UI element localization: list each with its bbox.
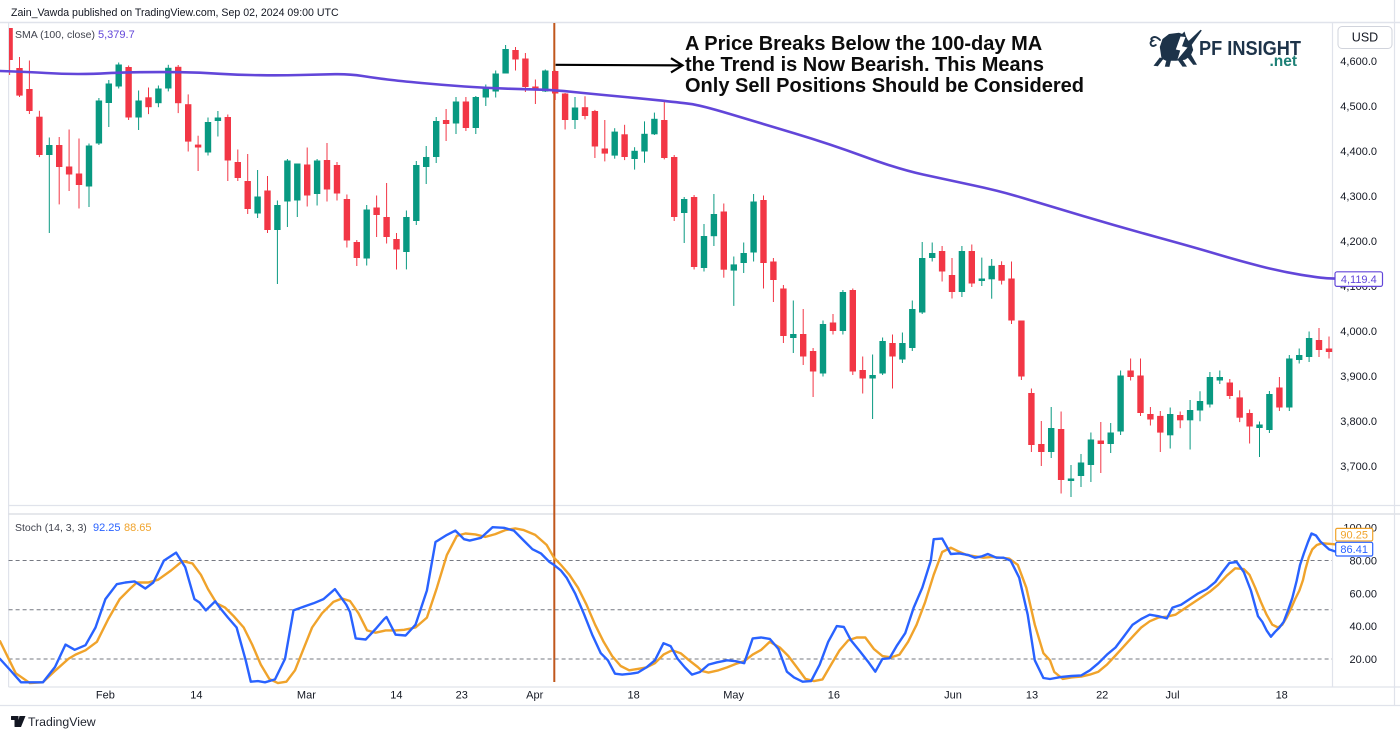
svg-text:14: 14	[190, 690, 202, 702]
svg-text:5,379.7: 5,379.7	[98, 29, 135, 41]
svg-text:4,300.0: 4,300.0	[1340, 191, 1377, 203]
svg-text:4,119.4: 4,119.4	[1341, 274, 1377, 286]
svg-text:16: 16	[828, 690, 840, 702]
svg-text:4,000.0: 4,000.0	[1340, 326, 1377, 338]
svg-text:May: May	[723, 690, 744, 702]
svg-text:SMA (100, close): SMA (100, close)	[15, 29, 95, 41]
svg-text:80.00: 80.00	[1349, 556, 1377, 568]
svg-text:Zain_Vawda published on Tradin: Zain_Vawda published on TradingView.com,…	[11, 7, 339, 19]
svg-text:13: 13	[1026, 690, 1038, 702]
svg-text:3,700.0: 3,700.0	[1340, 461, 1377, 473]
svg-text:60.00: 60.00	[1349, 588, 1377, 600]
svg-text:90.25: 90.25	[1340, 529, 1368, 541]
svg-text:4,500.0: 4,500.0	[1340, 101, 1377, 113]
svg-text:USD: USD	[1352, 31, 1378, 45]
svg-text:Feb: Feb	[96, 690, 115, 702]
svg-text:Apr: Apr	[526, 690, 543, 702]
svg-text:22: 22	[1096, 690, 1108, 702]
svg-text:40.00: 40.00	[1349, 621, 1377, 633]
svg-text:4,400.0: 4,400.0	[1340, 146, 1377, 158]
svg-text:23: 23	[456, 690, 468, 702]
svg-text:PF INSIGHT: PF INSIGHT	[1199, 37, 1301, 60]
svg-text:3,900.0: 3,900.0	[1340, 371, 1377, 383]
svg-text:92.25: 92.25	[93, 522, 121, 534]
svg-text:14: 14	[390, 690, 402, 702]
svg-text:18: 18	[627, 690, 639, 702]
svg-text:20.00: 20.00	[1349, 654, 1377, 666]
svg-text:Jun: Jun	[944, 690, 962, 702]
svg-text:A Price Breaks Below the 100-d: A Price Breaks Below the 100-day MA	[685, 33, 1042, 55]
svg-text:Mar: Mar	[297, 690, 316, 702]
svg-text:Jul: Jul	[1165, 690, 1179, 702]
svg-text:.net: .net	[1269, 53, 1297, 70]
svg-text:the Trend is Now Bearish. This: the Trend is Now Bearish. This Means	[685, 54, 1044, 76]
svg-text:TradingView: TradingView	[28, 715, 96, 729]
svg-text:86.41: 86.41	[1340, 544, 1368, 556]
svg-text:Only Sell Positions Should be: Only Sell Positions Should be Considered	[685, 75, 1084, 97]
svg-text:4,200.0: 4,200.0	[1340, 236, 1377, 248]
svg-text:Stoch (14, 3, 3): Stoch (14, 3, 3)	[15, 522, 87, 534]
svg-text:18: 18	[1276, 690, 1288, 702]
svg-text:3,800.0: 3,800.0	[1340, 416, 1377, 428]
svg-text:4,600.0: 4,600.0	[1340, 56, 1377, 68]
svg-text:88.65: 88.65	[124, 522, 152, 534]
